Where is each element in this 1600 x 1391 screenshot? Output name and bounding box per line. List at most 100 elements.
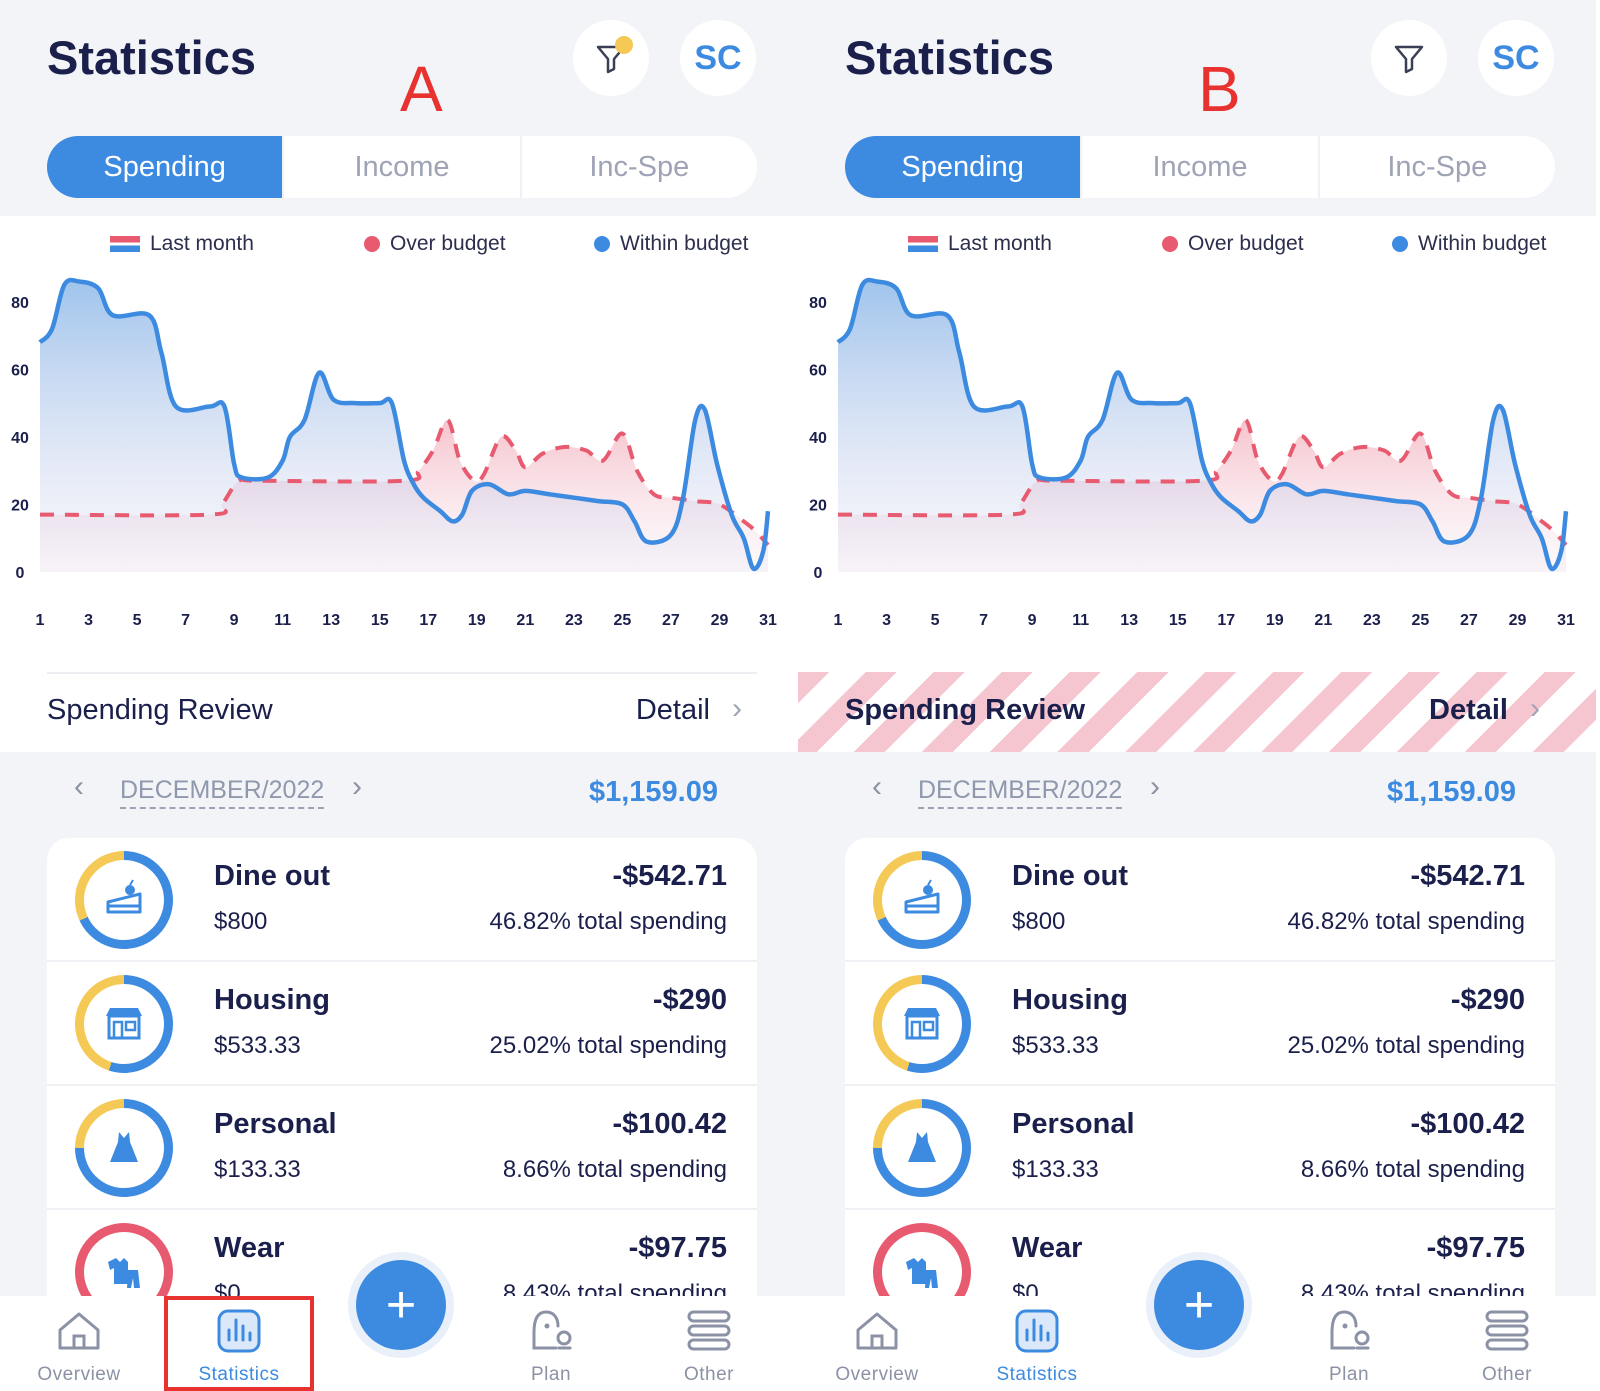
over-budget-dot [364,236,380,252]
avatar[interactable]: SC [680,20,756,96]
tab-spending[interactable]: Spending [47,136,283,198]
filter-active-dot [615,36,633,54]
menu-icon [687,1310,731,1351]
category-row-personal[interactable]: Personal $133.33 -$100.42 8.66% total sp… [47,1086,757,1210]
category-row-housing[interactable]: Housing $533.33 -$290 25.02% total spend… [47,962,757,1086]
spending-review-row[interactable]: Spending Review Detail › [0,672,798,752]
category-row-wear[interactable]: Wear $0 -$97.75 8.43% total spending [845,1210,1555,1298]
category-row-personal[interactable]: Personal $133.33 -$100.42 8.66% total sp… [845,1086,1555,1210]
nav-plan[interactable]: Plan [1274,1296,1424,1391]
nav-other[interactable]: Other [1432,1296,1582,1391]
last-month-line [837,418,1568,547]
nav-overview-label: Overview [835,1364,919,1385]
month-label[interactable]: DECEMBER/2022 [120,776,325,809]
category-budget: $0 [1012,1280,1039,1298]
category-row-dine-out[interactable]: Dine out $800 -$542.71 46.82% total spen… [845,838,1555,962]
category-name: Personal [1012,1108,1135,1140]
nav-plan[interactable]: Plan [476,1296,626,1391]
category-amount: -$100.42 [612,1108,728,1140]
month-label[interactable]: DECEMBER/2022 [918,776,1123,809]
x-tick-label: 31 [759,612,777,629]
category-row-wear[interactable]: Wear $0 -$97.75 8.43% total spending [47,1210,757,1298]
store-icon [106,1008,142,1040]
next-month-button[interactable]: › [352,770,362,803]
nav-overview[interactable]: Overview [802,1296,952,1391]
category-amount: -$542.71 [1410,860,1526,892]
month-total: $1,159.09 [588,776,718,808]
bar-chart-icon [1015,1309,1059,1353]
category-amount: -$290 [1450,984,1525,1016]
tab-inc-spe[interactable]: Inc-Spe [1317,136,1555,198]
nav-statistics[interactable]: Statistics [164,1296,314,1391]
tab-spending[interactable]: Spending [845,136,1081,198]
prev-month-button[interactable]: ‹ [74,770,84,803]
avatar[interactable]: SC [1478,20,1554,96]
within-budget-dot [594,236,610,252]
nav-plan-label: Plan [1328,1364,1370,1385]
nav-other[interactable]: Other [634,1296,784,1391]
x-tick-label: 27 [662,612,680,629]
nav-statistics[interactable]: Statistics [962,1296,1112,1391]
legend-within-budget: Within budget [1392,232,1546,256]
category-budget: $800 [214,908,268,935]
category-percentage: 8.66% total spending [1300,1156,1525,1183]
category-name: Personal [214,1108,337,1140]
category-ring [873,851,971,949]
x-tick-label: 1 [834,612,843,629]
category-list: Dine out $800 -$542.71 46.82% total spen… [845,838,1555,1298]
category-percentage: 8.43% total spending [502,1280,727,1298]
category-ring [873,1223,971,1298]
screen-a: Statistics A SC Spending Income Inc-Spe … [0,0,798,1391]
category-list: Dine out $800 -$542.71 46.82% total spen… [47,838,757,1298]
x-tick-label: 3 [882,612,891,629]
nav-overview[interactable]: Overview [4,1296,154,1391]
tab-income[interactable]: Income [1080,136,1317,198]
store-icon [904,1008,940,1040]
detail-link[interactable]: Detail [1429,694,1508,726]
prev-month-button[interactable]: ‹ [872,770,882,803]
category-ring [75,1099,173,1197]
x-tick-label: 15 [371,612,389,629]
add-transaction-button[interactable]: + [1154,1260,1244,1350]
detail-link[interactable]: Detail [635,694,710,726]
category-amount: -$97.75 [1426,1232,1525,1264]
x-tick-label: 19 [468,612,486,629]
panel-label: A [400,53,443,125]
category-row-dine-out[interactable]: Dine out $800 -$542.71 46.82% total spen… [47,838,757,962]
filter-button[interactable] [1371,20,1447,96]
header: Statistics A SC Spending Income Inc-Spe [0,0,798,216]
chart-legend: Last month Over budget Within budget [798,232,1596,268]
category-row-housing[interactable]: Housing $533.33 -$290 25.02% total spend… [845,962,1555,1086]
month-selector: ‹ DECEMBER/2022 › $1,159.09 [798,762,1596,822]
within-budget-area [40,280,768,572]
tab-inc-spe[interactable]: Inc-Spe [519,136,757,198]
nav-statistics-label: Statistics [198,1364,280,1385]
add-transaction-button[interactable]: + [356,1260,446,1350]
spending-review-row[interactable]: Spending Review Detail › [798,672,1596,752]
plan-icon [1330,1310,1370,1350]
category-percentage: 8.43% total spending [1300,1280,1525,1298]
category-budget: $533.33 [1012,1032,1099,1059]
filter-icon [1394,45,1424,74]
legend-within-budget-label: Within budget [620,232,749,255]
plan-icon [532,1310,572,1350]
legend-over-budget-label: Over budget [390,232,506,255]
legend-last-month: Last month [908,232,1052,256]
category-budget: $533.33 [214,1032,301,1059]
x-tick-label: 23 [1363,612,1381,629]
page-title: Statistics [845,31,1054,84]
category-ring [75,975,173,1073]
chevron-right-icon: › [732,692,742,725]
x-tick-label: 31 [1557,612,1575,629]
next-month-button[interactable]: › [1150,770,1160,803]
panel-label: B [1198,53,1241,125]
category-ring [873,975,971,1073]
category-amount: -$100.42 [1410,1108,1526,1140]
tab-income[interactable]: Income [282,136,519,198]
legend-last-month-label: Last month [948,232,1052,255]
spending-review-title: Spending Review [845,694,1086,726]
legend-within-budget-label: Within budget [1418,232,1547,255]
within-budget-line [836,277,1569,572]
x-tick-label: 25 [614,612,632,629]
filter-button[interactable] [573,20,649,96]
